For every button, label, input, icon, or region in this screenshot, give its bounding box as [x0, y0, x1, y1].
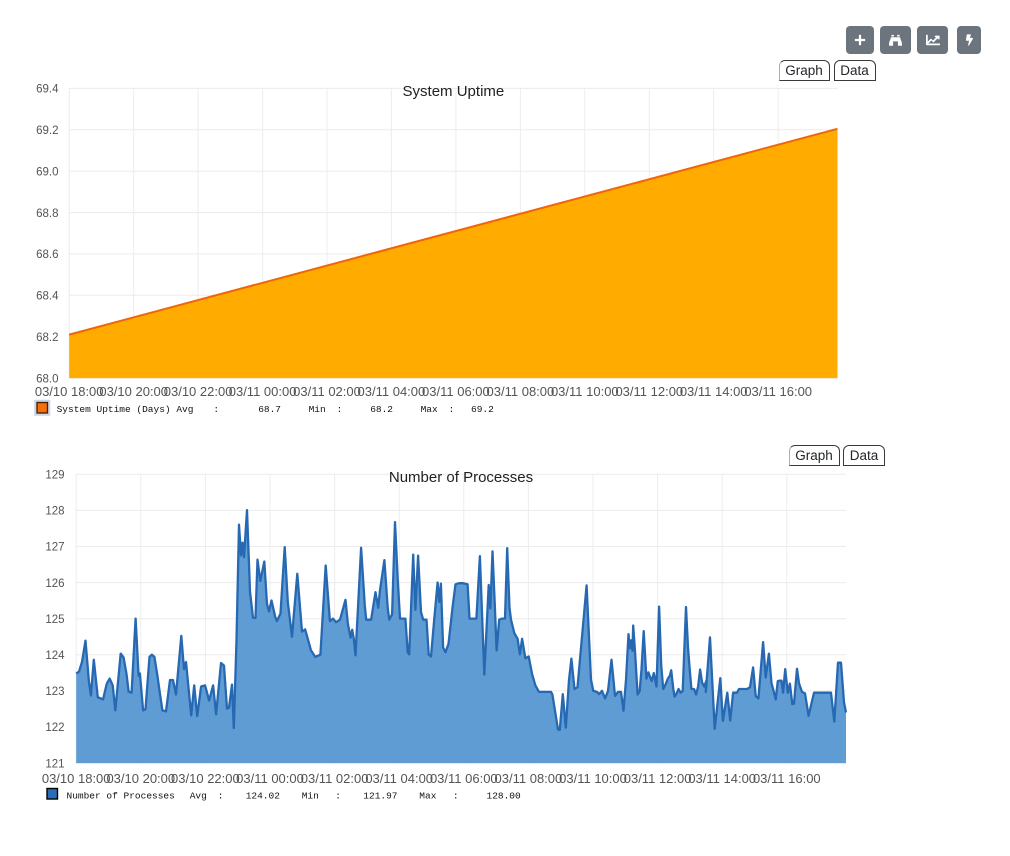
- svg-text:68.4: 68.4: [36, 291, 59, 303]
- svg-text::: :: [213, 404, 219, 415]
- svg-text:03/11 04:00: 03/11 04:00: [365, 771, 433, 786]
- svg-text::: :: [337, 404, 343, 415]
- svg-text:03/11 10:00: 03/11 10:00: [551, 384, 619, 399]
- svg-text:03/10 18:00: 03/10 18:00: [42, 771, 111, 786]
- svg-text:Max: Max: [421, 404, 438, 415]
- svg-text:03/11 10:00: 03/11 10:00: [559, 771, 627, 786]
- svg-text:Min: Min: [302, 791, 319, 802]
- svg-text:69.2: 69.2: [36, 125, 58, 137]
- svg-text:Number of Processes: Number of Processes: [67, 791, 175, 802]
- svg-text:03/11 14:00: 03/11 14:00: [680, 384, 748, 399]
- svg-text:03/11 12:00: 03/11 12:00: [624, 771, 692, 786]
- svg-text:03/10 20:00: 03/10 20:00: [106, 771, 175, 786]
- svg-text:Avg: Avg: [190, 791, 207, 802]
- svg-text:03/11 06:00: 03/11 06:00: [422, 384, 490, 399]
- svg-text:68.2: 68.2: [370, 404, 393, 415]
- svg-text:Max: Max: [419, 791, 436, 802]
- svg-text:03/11 16:00: 03/11 16:00: [753, 771, 821, 786]
- svg-text:03/11 04:00: 03/11 04:00: [358, 384, 426, 399]
- svg-text:121: 121: [45, 758, 64, 770]
- svg-text:03/11 06:00: 03/11 06:00: [430, 771, 498, 786]
- svg-text:Number of Processes: Number of Processes: [389, 469, 533, 486]
- svg-text:128: 128: [45, 506, 64, 518]
- svg-text:126: 126: [45, 578, 64, 590]
- svg-text:121.97: 121.97: [363, 791, 397, 802]
- svg-text::: :: [449, 404, 455, 415]
- svg-text:03/10 22:00: 03/10 22:00: [171, 771, 240, 786]
- svg-text::: :: [453, 791, 459, 802]
- svg-text:03/10 20:00: 03/10 20:00: [99, 384, 168, 399]
- svg-text:03/11 02:00: 03/11 02:00: [301, 771, 369, 786]
- svg-text:69.4: 69.4: [36, 84, 59, 96]
- svg-text:122: 122: [45, 722, 64, 734]
- svg-text:124.02: 124.02: [246, 791, 281, 802]
- svg-text:69.0: 69.0: [36, 166, 58, 178]
- svg-text:03/11 02:00: 03/11 02:00: [293, 384, 361, 399]
- svg-text::: :: [335, 791, 341, 802]
- svg-text:System Uptime (Days) Avg: System Uptime (Days) Avg: [57, 404, 194, 415]
- svg-text:68.6: 68.6: [36, 249, 58, 261]
- svg-text:03/11 08:00: 03/11 08:00: [487, 384, 555, 399]
- svg-text:03/10 22:00: 03/10 22:00: [164, 384, 233, 399]
- svg-text:124: 124: [45, 650, 65, 662]
- svg-text:68.8: 68.8: [36, 208, 58, 220]
- svg-text:125: 125: [45, 614, 64, 626]
- svg-text:03/11 12:00: 03/11 12:00: [615, 384, 683, 399]
- svg-text:69.2: 69.2: [471, 404, 494, 415]
- svg-text:127: 127: [45, 542, 64, 554]
- svg-text:68.7: 68.7: [258, 404, 281, 415]
- svg-text:129: 129: [45, 470, 64, 482]
- svg-text:03/11 14:00: 03/11 14:00: [688, 771, 756, 786]
- svg-text:68.2: 68.2: [36, 332, 58, 344]
- svg-text:System Uptime: System Uptime: [403, 83, 505, 100]
- svg-text:03/11 16:00: 03/11 16:00: [744, 384, 812, 399]
- svg-text::: :: [218, 791, 224, 802]
- svg-text:03/11 00:00: 03/11 00:00: [229, 384, 297, 399]
- svg-text:68.0: 68.0: [36, 373, 58, 385]
- svg-text:03/11 08:00: 03/11 08:00: [495, 771, 563, 786]
- svg-text:03/11 00:00: 03/11 00:00: [236, 771, 304, 786]
- svg-text:03/10 18:00: 03/10 18:00: [35, 384, 104, 399]
- svg-text:Min: Min: [309, 404, 326, 415]
- svg-text:128.00: 128.00: [487, 791, 522, 802]
- svg-text:123: 123: [45, 686, 64, 698]
